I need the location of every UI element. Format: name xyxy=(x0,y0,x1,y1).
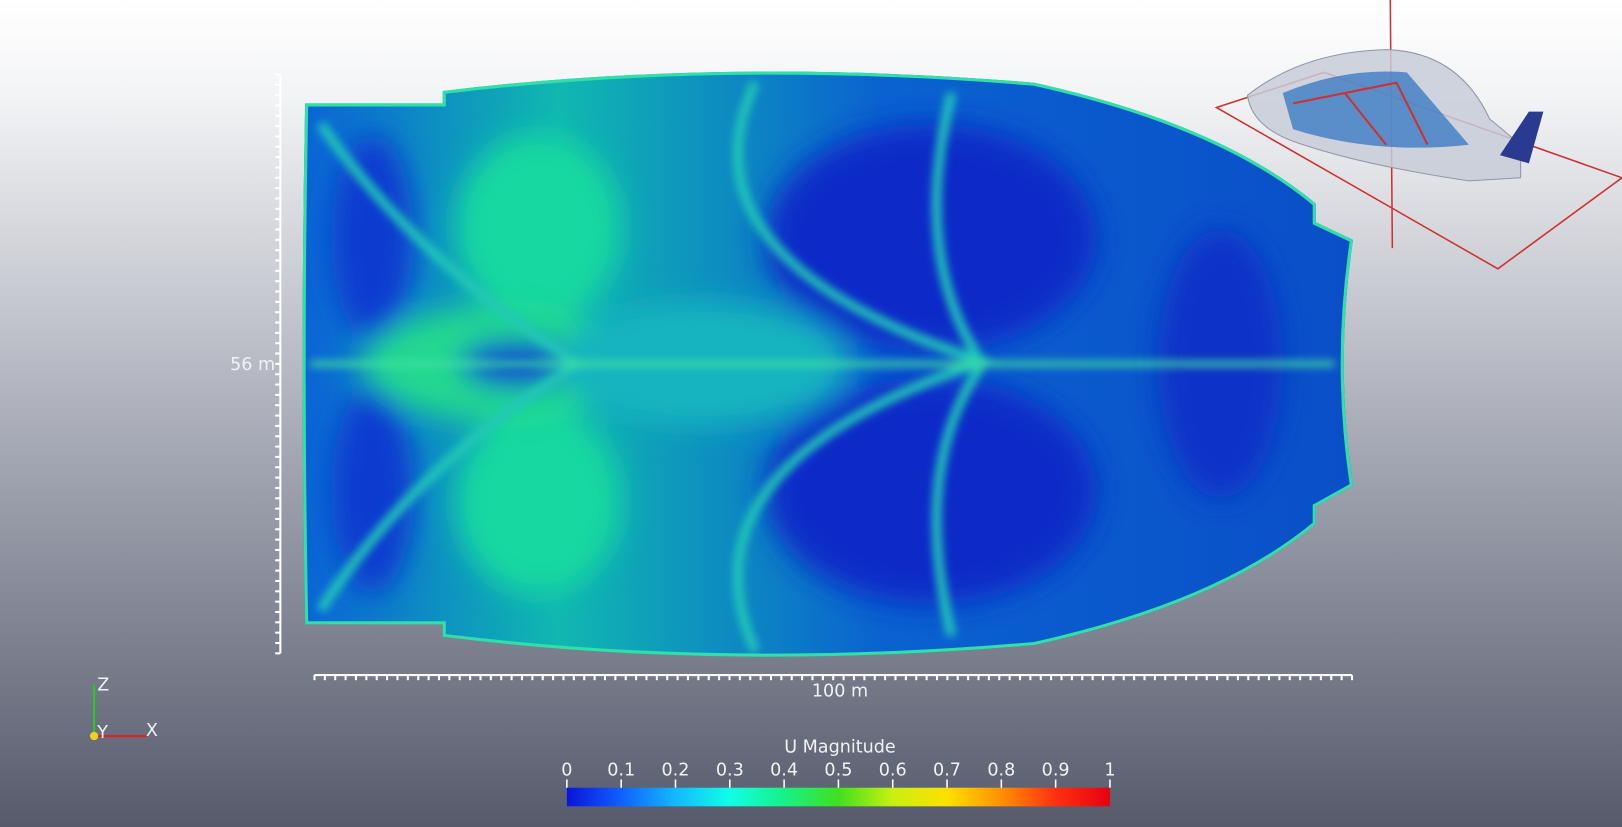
horizontal-ruler-label: 100 m xyxy=(812,682,868,702)
x-axis-label: X xyxy=(146,721,158,741)
colorbar-tick-label: 0.1 xyxy=(607,760,635,780)
aircraft-outline xyxy=(1292,81,1429,146)
colorbar-tick-label: 0.8 xyxy=(987,760,1015,780)
rulers xyxy=(275,73,1354,681)
colorbar-tick-label: 0.7 xyxy=(933,760,961,780)
y-axis xyxy=(89,731,99,741)
field-region xyxy=(765,377,1097,605)
y-axis-label: Y xyxy=(96,723,108,743)
colorbar-tick-label: 0.2 xyxy=(662,760,690,780)
vertical-ruler-label: 56 m xyxy=(230,355,275,375)
field-region xyxy=(331,134,414,342)
colorbar-tick-label: 0.4 xyxy=(770,760,798,780)
colorbar-tick-label: 1 xyxy=(1104,760,1115,780)
colorbar-tick-label: 0 xyxy=(561,760,572,780)
field-region xyxy=(455,408,621,595)
inset-3d-view xyxy=(1214,0,1622,270)
orientation-axes: Z Y X xyxy=(89,676,158,743)
velocity-field xyxy=(302,71,1354,657)
hull-edge xyxy=(302,71,1354,657)
field-region xyxy=(765,124,1097,352)
aircraft-slice xyxy=(1282,71,1469,148)
field-streaks xyxy=(310,80,1335,654)
colorbar-tick-label: 0.6 xyxy=(879,760,907,780)
colorbar-tick-label: 0.5 xyxy=(824,760,852,780)
colorbar-tick-label: 0.9 xyxy=(1042,760,1070,780)
colorbar-title: U Magnitude xyxy=(784,738,896,758)
field-region xyxy=(455,134,621,321)
color-legend: U Magnitude 0 0.1 0.2 0.3 0.4 0.5 0.6 0.7 0.8 0.9… xyxy=(561,738,1116,807)
z-axis-label: Z xyxy=(97,676,109,696)
field-region xyxy=(331,387,414,595)
colorbar-tick-label: 0.3 xyxy=(716,760,744,780)
color-bar xyxy=(566,787,1110,807)
